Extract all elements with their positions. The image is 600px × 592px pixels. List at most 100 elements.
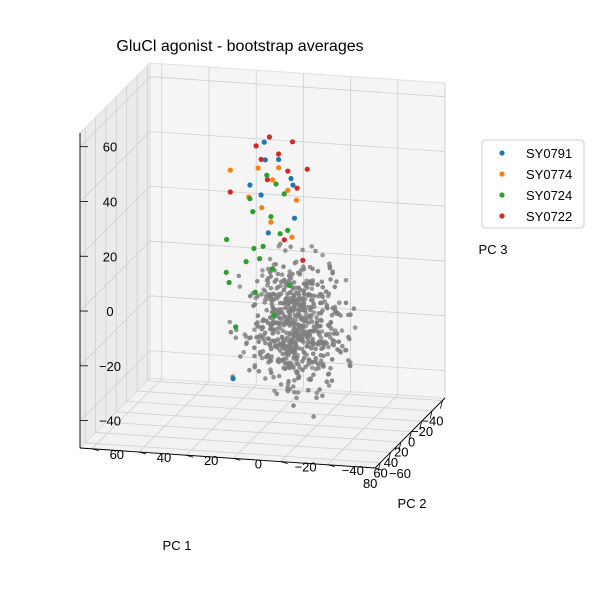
x-tick-label: 20 <box>394 445 408 460</box>
y-axis-line <box>79 447 376 469</box>
background-point <box>262 330 268 336</box>
background-point <box>260 325 266 330</box>
background-point <box>306 291 312 297</box>
background-point <box>293 285 299 291</box>
point-sy0774 <box>293 197 300 203</box>
axis-panes <box>78 61 447 469</box>
grid-line-x <box>95 117 391 453</box>
x-tick-label: −40 <box>421 414 443 429</box>
background-point <box>311 301 317 307</box>
point-sy0791 <box>258 192 264 198</box>
background-point <box>313 356 319 361</box>
background-point <box>317 387 322 392</box>
background-point <box>263 297 268 302</box>
point-sy0722 <box>304 166 310 172</box>
background-point <box>286 339 292 345</box>
background-point <box>265 282 270 288</box>
background-point <box>314 320 320 326</box>
background-point <box>252 345 257 351</box>
background-point <box>287 306 293 311</box>
point-sy0724 <box>226 279 232 286</box>
background-point <box>292 320 297 326</box>
background-point <box>303 364 309 370</box>
legend-marker-sy0722 <box>499 213 505 219</box>
point-sy0724 <box>233 324 239 330</box>
background-point <box>319 318 324 324</box>
background-point <box>301 264 306 269</box>
background-point <box>264 307 270 313</box>
background-point <box>252 363 258 368</box>
background-point <box>326 344 331 350</box>
background-point <box>301 300 307 306</box>
legend-marker-sy0791 <box>499 150 505 156</box>
point-sy0722 <box>276 151 282 157</box>
background-point <box>270 309 276 314</box>
background-point <box>266 336 272 342</box>
grid-line-y <box>138 67 210 453</box>
point-sy0724 <box>243 259 249 265</box>
y-tick <box>374 467 383 471</box>
background-point <box>320 252 325 258</box>
grid-line-z <box>79 131 446 202</box>
background-point <box>269 302 275 307</box>
point-sy0791 <box>288 175 294 182</box>
background-point <box>273 262 279 267</box>
background-point <box>315 268 321 274</box>
background-point <box>332 310 338 315</box>
background-point <box>329 378 335 384</box>
background-point <box>255 320 260 325</box>
background-point <box>258 352 263 357</box>
y-tick <box>280 461 288 464</box>
background-point <box>278 241 283 247</box>
background-point <box>334 331 340 337</box>
background-point <box>271 321 276 326</box>
legend-marker-sy0774 <box>499 171 505 177</box>
background-point <box>298 267 304 273</box>
background-point <box>284 335 290 341</box>
background-point <box>294 314 300 320</box>
background-point <box>276 321 282 327</box>
background-point <box>305 339 311 345</box>
point-sy0724 <box>224 236 230 243</box>
point-sy0724 <box>273 181 279 187</box>
grid-line-z <box>79 76 446 147</box>
background-point <box>255 313 261 319</box>
background-point <box>278 382 284 387</box>
point-sy0774 <box>276 165 282 171</box>
background-point <box>305 304 311 310</box>
point-sy0722 <box>300 257 306 263</box>
background-point <box>328 319 334 325</box>
background-point <box>306 388 311 393</box>
background-point <box>346 334 351 340</box>
background-point <box>314 390 320 396</box>
z-tick-label: −20 <box>99 359 121 374</box>
background-point <box>286 363 291 368</box>
grid-line-x <box>115 96 412 433</box>
background-point <box>302 308 308 313</box>
background-point <box>260 318 265 324</box>
background-point <box>268 358 274 364</box>
background-point <box>271 374 276 380</box>
grid-line-y <box>233 73 304 459</box>
background-point <box>332 284 338 290</box>
y-tick-label: −60 <box>389 466 411 481</box>
background-point <box>300 296 305 301</box>
background-point <box>310 266 315 272</box>
background-point <box>325 293 331 299</box>
background-point <box>280 328 286 334</box>
background-point <box>325 372 331 377</box>
background-point <box>283 297 288 302</box>
point-sy0722 <box>289 139 296 145</box>
background-point <box>314 395 319 401</box>
point-sy0724 <box>269 266 275 272</box>
y-tick <box>327 464 335 468</box>
background-point <box>319 279 325 285</box>
background-point <box>295 390 301 395</box>
y-tick <box>233 458 241 461</box>
background-point <box>247 367 252 373</box>
background-point <box>299 315 304 321</box>
background-point <box>338 313 344 318</box>
background-point <box>281 287 287 293</box>
x-tick-label: 80 <box>363 476 377 491</box>
